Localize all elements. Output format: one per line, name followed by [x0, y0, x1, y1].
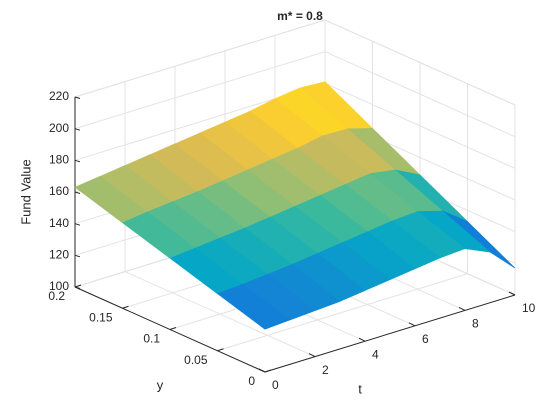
- z-tick: [74, 191, 81, 194]
- z-tick-label: 140: [49, 216, 69, 230]
- y-tick: [169, 327, 177, 330]
- z-grid-line: [74, 51, 326, 130]
- x-tick: [508, 291, 516, 296]
- z-tick: [74, 128, 81, 131]
- y-tick: [122, 305, 129, 309]
- x-tick-label: 10: [522, 301, 536, 315]
- x-tick-label: 0: [272, 378, 279, 392]
- z-grid-line: [74, 19, 326, 98]
- z-tick: [74, 286, 81, 289]
- x-tick: [408, 322, 416, 327]
- x-tick: [308, 353, 316, 358]
- x-tick-label: 4: [372, 347, 379, 361]
- z-tick-label: 160: [49, 184, 69, 198]
- x-axis: [264, 294, 516, 373]
- x-tick: [458, 306, 466, 311]
- z-tick: [74, 254, 81, 258]
- y-tick: [217, 348, 224, 352]
- y-tick-label: 0.2: [48, 289, 65, 303]
- y-tick-label: 0: [248, 374, 255, 388]
- x-tick-label: 8: [472, 317, 479, 331]
- chart-title: m* = 0.8: [277, 9, 323, 23]
- z-tick-label: 120: [49, 248, 69, 262]
- surface-patch: [216, 284, 291, 330]
- x-tick-label: 2: [322, 363, 329, 377]
- z-tick: [74, 96, 81, 99]
- x-tick: [358, 337, 366, 342]
- x-axis-label: t: [358, 381, 362, 396]
- z-tick: [74, 159, 81, 163]
- y-axis-label: y: [157, 377, 164, 392]
- y-tick: [74, 284, 82, 288]
- y-tick-label: 0.1: [143, 332, 160, 346]
- y-tick: [264, 369, 272, 373]
- z-tick: [74, 223, 81, 226]
- x-tick-label: 6: [422, 332, 429, 346]
- z-tick-label: 180: [49, 153, 69, 167]
- y-tick-label: 0.15: [89, 310, 113, 324]
- z-tick-label: 220: [49, 89, 69, 103]
- z-tick-label: 100: [49, 279, 69, 293]
- x-tick: [258, 368, 266, 373]
- y-grid-line: [217, 273, 468, 352]
- z-tick-label: 200: [49, 121, 69, 135]
- z-axis-label: Fund Value: [18, 159, 33, 225]
- y-tick-label: 0.05: [184, 353, 208, 367]
